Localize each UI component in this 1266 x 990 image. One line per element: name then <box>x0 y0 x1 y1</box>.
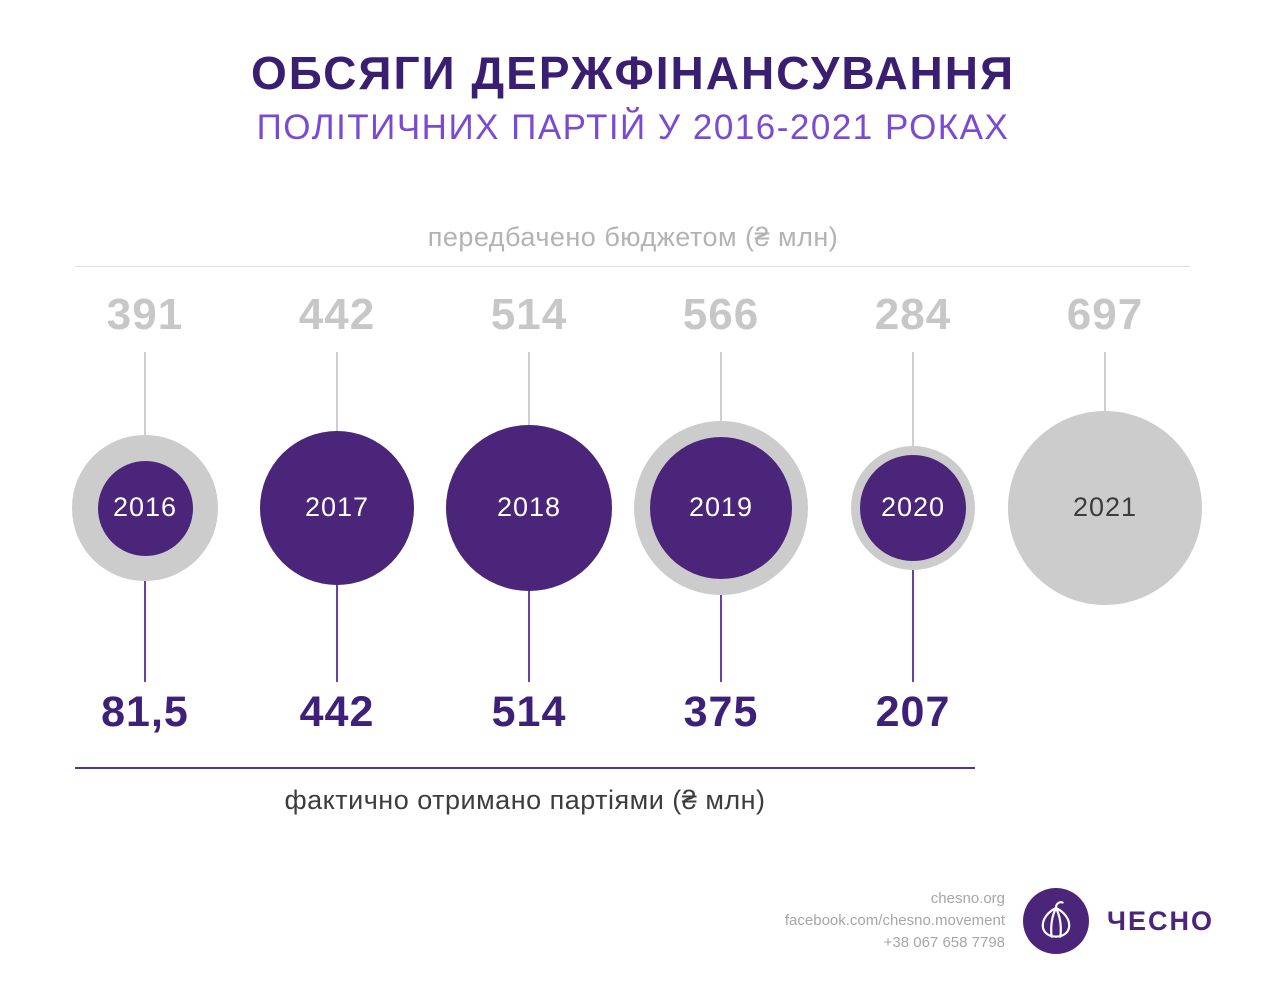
budget-axis-rule <box>75 266 1190 267</box>
received-connector-line <box>720 595 722 682</box>
received-circle <box>259 430 415 586</box>
website-text: chesno.org <box>930 890 1006 907</box>
chart-column-2019: 566 2019 375 <box>625 290 817 740</box>
budget-circle <box>1008 411 1202 605</box>
received-axis-rule <box>75 767 975 769</box>
budget-value-label: 391 <box>106 290 184 339</box>
year-label: 2021 <box>1072 492 1138 522</box>
received-axis-label: фактично отримано партіями (₴ млн) <box>284 785 766 815</box>
chart-column-2020: 284 2020 207 <box>817 290 1009 740</box>
year-label: 2016 <box>112 492 178 522</box>
received-value-label: 375 <box>683 688 759 736</box>
year-label: 2017 <box>304 492 370 522</box>
chart-column-2018: 514 2018 514 <box>433 290 625 740</box>
budget-value-label: 514 <box>490 290 568 339</box>
received-connector-line <box>912 569 914 682</box>
budget-value-label: 697 <box>1066 290 1144 339</box>
received-circle <box>860 455 966 561</box>
contact-info: chesno.org facebook.com/chesno.movement … <box>785 888 1005 954</box>
chart-column-2017: 442 2017 442 <box>241 290 433 740</box>
budget-axis-label: передбачено бюджетом (₴ млн) <box>427 222 839 252</box>
budget-connector-line <box>1104 352 1106 412</box>
received-circle <box>649 436 793 580</box>
received-value-label: 442 <box>299 688 375 736</box>
year-label: 2019 <box>688 492 754 522</box>
budget-connector-line <box>912 352 914 447</box>
phone-text: +38 067 658 7798 <box>883 934 1006 951</box>
received-value-label: 81,5 <box>101 688 189 736</box>
year-label: 2018 <box>496 492 562 522</box>
year-label: 2020 <box>880 492 946 522</box>
received-circle <box>97 460 193 556</box>
budget-value-label: 284 <box>874 290 952 339</box>
garlic-icon <box>1034 897 1078 946</box>
budget-connector-line <box>720 352 722 421</box>
received-connector-line <box>336 585 338 682</box>
budget-value-label: 566 <box>682 290 760 339</box>
chesno-logo <box>1023 888 1090 954</box>
logo-wordmark: ЧЕСНО <box>1107 905 1214 936</box>
chart-column-2021: 697 2021 <box>1008 290 1202 740</box>
received-value-label: 207 <box>875 688 951 736</box>
budget-connector-line <box>336 352 338 431</box>
page-title: ОБСЯГИ ДЕРЖФІНАНСУВАННЯ <box>250 47 1016 99</box>
budget-connector-line <box>528 352 530 425</box>
budget-connector-line <box>144 352 146 436</box>
received-circle <box>445 424 613 592</box>
bubble-chart: 391 2016 81,5 442 2017 442 514 2018 514 566 2019 37… <box>49 290 1202 740</box>
facebook-text: facebook.com/chesno.movement <box>784 912 1006 929</box>
received-value-label: 514 <box>491 688 567 736</box>
chart-column-2016: 391 2016 81,5 <box>49 290 241 740</box>
budget-value-label: 442 <box>298 290 376 339</box>
footer: chesno.org facebook.com/chesno.movement … <box>785 888 1214 954</box>
received-connector-line <box>144 580 146 682</box>
received-connector-line <box>528 591 530 682</box>
page-subtitle: ПОЛІТИЧНИХ ПАРТІЙ У 2016-2021 РОКАХ <box>256 108 1010 147</box>
